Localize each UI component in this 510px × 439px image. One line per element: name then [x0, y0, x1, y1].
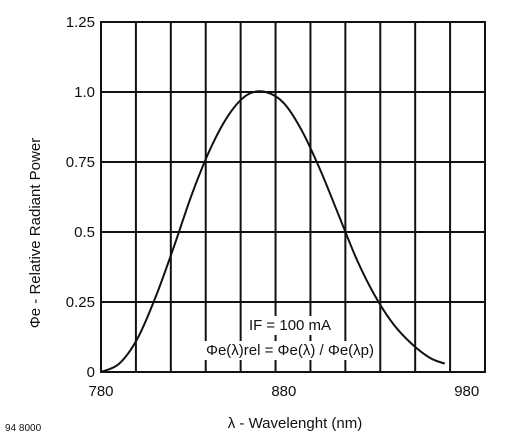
y-tick-label: 0 [87, 364, 95, 381]
figure-id: 94 8000 [5, 423, 42, 434]
y-tick-label: 0.5 [74, 224, 95, 241]
annotation-relative-formula: Φe(λ)rel = Φe(λ) / Φe(λp) [206, 342, 374, 359]
x-tick-label: 780 [88, 383, 113, 400]
y-tick-label: 0.75 [66, 154, 95, 171]
y-tick-labels: 0 0.25 0.5 0.75 1.0 1.25 [66, 14, 95, 381]
y-tick-label: 1.25 [66, 14, 95, 31]
x-tick-labels: 780 880 980 [88, 383, 479, 400]
x-tick-label: 980 [454, 383, 479, 400]
annotation-background [245, 316, 335, 335]
x-tick-label: 880 [271, 383, 296, 400]
y-tick-label: 0.25 [66, 294, 95, 311]
grid [101, 22, 485, 372]
y-axis-label: Φe - Relative Radiant Power [27, 138, 44, 328]
plot-frame [100, 21, 486, 373]
x-axis-label: λ - Wavelenght (nm) [228, 415, 362, 432]
series-line [100, 90, 446, 373]
annotation-forward-current: IF = 100 mA [249, 317, 331, 334]
y-tick-label: 1.0 [74, 84, 95, 101]
annotation-background [202, 341, 378, 360]
